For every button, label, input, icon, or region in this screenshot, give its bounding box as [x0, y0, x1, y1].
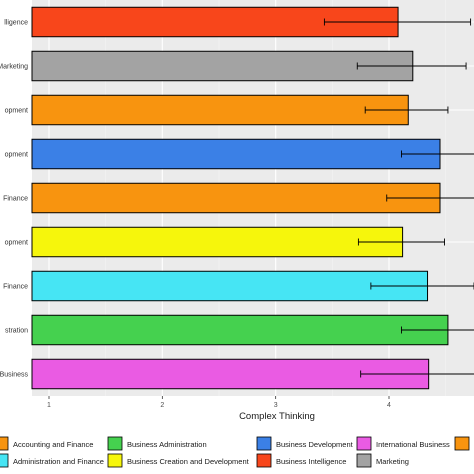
bar	[31, 270, 429, 302]
category-label: Marketing	[0, 64, 28, 71]
legend-label: Business Development	[276, 440, 354, 449]
error-bars	[323, 18, 474, 378]
bars	[31, 6, 449, 390]
legend-swatch	[356, 436, 372, 451]
bar	[31, 138, 441, 170]
category-label: lligence	[4, 20, 28, 27]
x-tick-label: 4	[387, 402, 391, 409]
x-tick-label: 3	[274, 402, 278, 409]
legend-swatch	[356, 453, 372, 468]
category-labels: lligence Marketing opment opment Finance opme…	[0, 20, 28, 379]
x-tick-label: 1	[47, 402, 51, 409]
legend-label: Marketing	[376, 457, 409, 466]
legend-swatch	[256, 453, 272, 468]
bar	[31, 94, 409, 126]
legend-swatch	[256, 436, 272, 451]
legend-swatch	[0, 453, 9, 468]
category-label: Finance	[3, 284, 28, 291]
legend-label: Accounting and Finance	[13, 440, 93, 449]
legend-label: Business Intelligence	[276, 457, 346, 466]
x-axis-title: Complex Thinking	[239, 411, 315, 422]
category-label: Business	[0, 372, 28, 379]
bar	[31, 182, 441, 214]
bar	[31, 50, 414, 82]
category-label: stration	[5, 328, 28, 335]
legend-label: Business Administration	[127, 440, 207, 449]
legend-label: International Business	[376, 440, 450, 449]
legend-swatch	[454, 436, 470, 451]
x-tick-label: 2	[160, 402, 164, 409]
bar	[31, 314, 449, 346]
legend-swatch	[107, 436, 123, 451]
legend-label: Administration and Finance	[13, 457, 104, 466]
category-label: opment	[5, 108, 28, 115]
legend-swatch	[107, 453, 123, 468]
legend: Accounting and Finance Business Administr…	[0, 436, 470, 468]
category-label: opment	[5, 152, 28, 159]
category-label: opment	[5, 240, 28, 247]
legend-label: Business Creation and Development	[127, 457, 250, 466]
category-label: Finance	[3, 196, 28, 203]
x-axis-ticks: 1 2 3 4	[47, 396, 391, 409]
legend-swatch	[0, 436, 9, 451]
bar	[31, 226, 404, 258]
